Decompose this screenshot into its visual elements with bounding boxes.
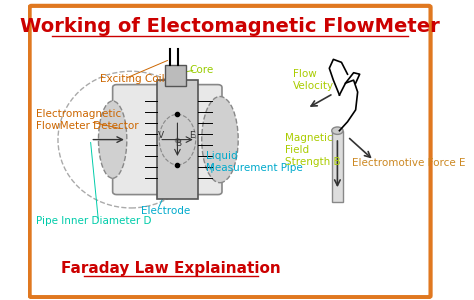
Bar (165, 65, 185, 86)
Text: Electromotive Force E: Electromotive Force E (352, 158, 465, 168)
Text: Working of Electomagnetic FlowMeter: Working of Electomagnetic FlowMeter (20, 17, 440, 36)
Ellipse shape (99, 101, 127, 178)
Text: Faraday Law Explaination: Faraday Law Explaination (62, 261, 281, 276)
Ellipse shape (202, 97, 238, 183)
Text: Electromagnetic
FlowMeter Detector: Electromagnetic FlowMeter Detector (36, 110, 138, 131)
Text: Liquid
Measurement Pipe: Liquid Measurement Pipe (206, 151, 302, 173)
Text: Electrode: Electrode (141, 206, 190, 216)
FancyBboxPatch shape (113, 85, 222, 195)
Text: B: B (175, 139, 182, 148)
FancyBboxPatch shape (29, 6, 430, 297)
Text: Exciting Coil: Exciting Coil (100, 74, 165, 84)
Text: Pipe Inner Diameter D: Pipe Inner Diameter D (36, 216, 151, 226)
Text: V: V (158, 131, 164, 140)
Text: Flow
Velocity: Flow Velocity (293, 69, 334, 91)
Bar (332, 131, 344, 202)
Text: Magnetic
Field
Strength B: Magnetic Field Strength B (285, 134, 340, 166)
Text: E: E (189, 131, 194, 140)
Text: Core: Core (190, 65, 214, 75)
Bar (157, 80, 198, 199)
Ellipse shape (332, 127, 343, 134)
